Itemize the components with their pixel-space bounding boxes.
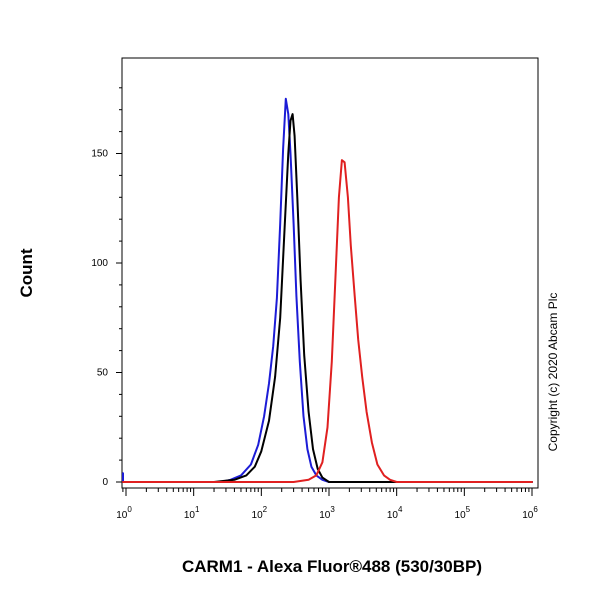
x-axis: 100 101 102 103 104 105 106: [116, 488, 538, 521]
x-tick-label: 101: [184, 505, 200, 521]
series-line-3: [122, 159, 533, 483]
y-tick-label: 100: [91, 258, 108, 269]
y-tick-label: 0: [102, 477, 108, 488]
y-axis-title: Count: [17, 248, 36, 297]
y-tick-label: 50: [97, 368, 109, 379]
x-tick-label: 102: [252, 505, 268, 521]
series-lines: [121, 97, 533, 483]
y-axis: 0 50 100 150: [91, 87, 122, 488]
x-tick-label: 103: [319, 505, 335, 521]
plot-frame: [121, 57, 539, 489]
x-tick-label: 105: [455, 505, 471, 521]
x-tick-label: 106: [522, 505, 538, 521]
y-tick-label: 150: [91, 149, 108, 160]
x-axis-title: CARM1 - Alexa Fluor®488 (530/30BP): [182, 557, 482, 576]
copyright-annotation: Copyright (c) 2020 Abcam Plc: [546, 293, 560, 452]
x-tick-label: 104: [387, 505, 403, 521]
x-tick-label: 100: [116, 505, 132, 521]
